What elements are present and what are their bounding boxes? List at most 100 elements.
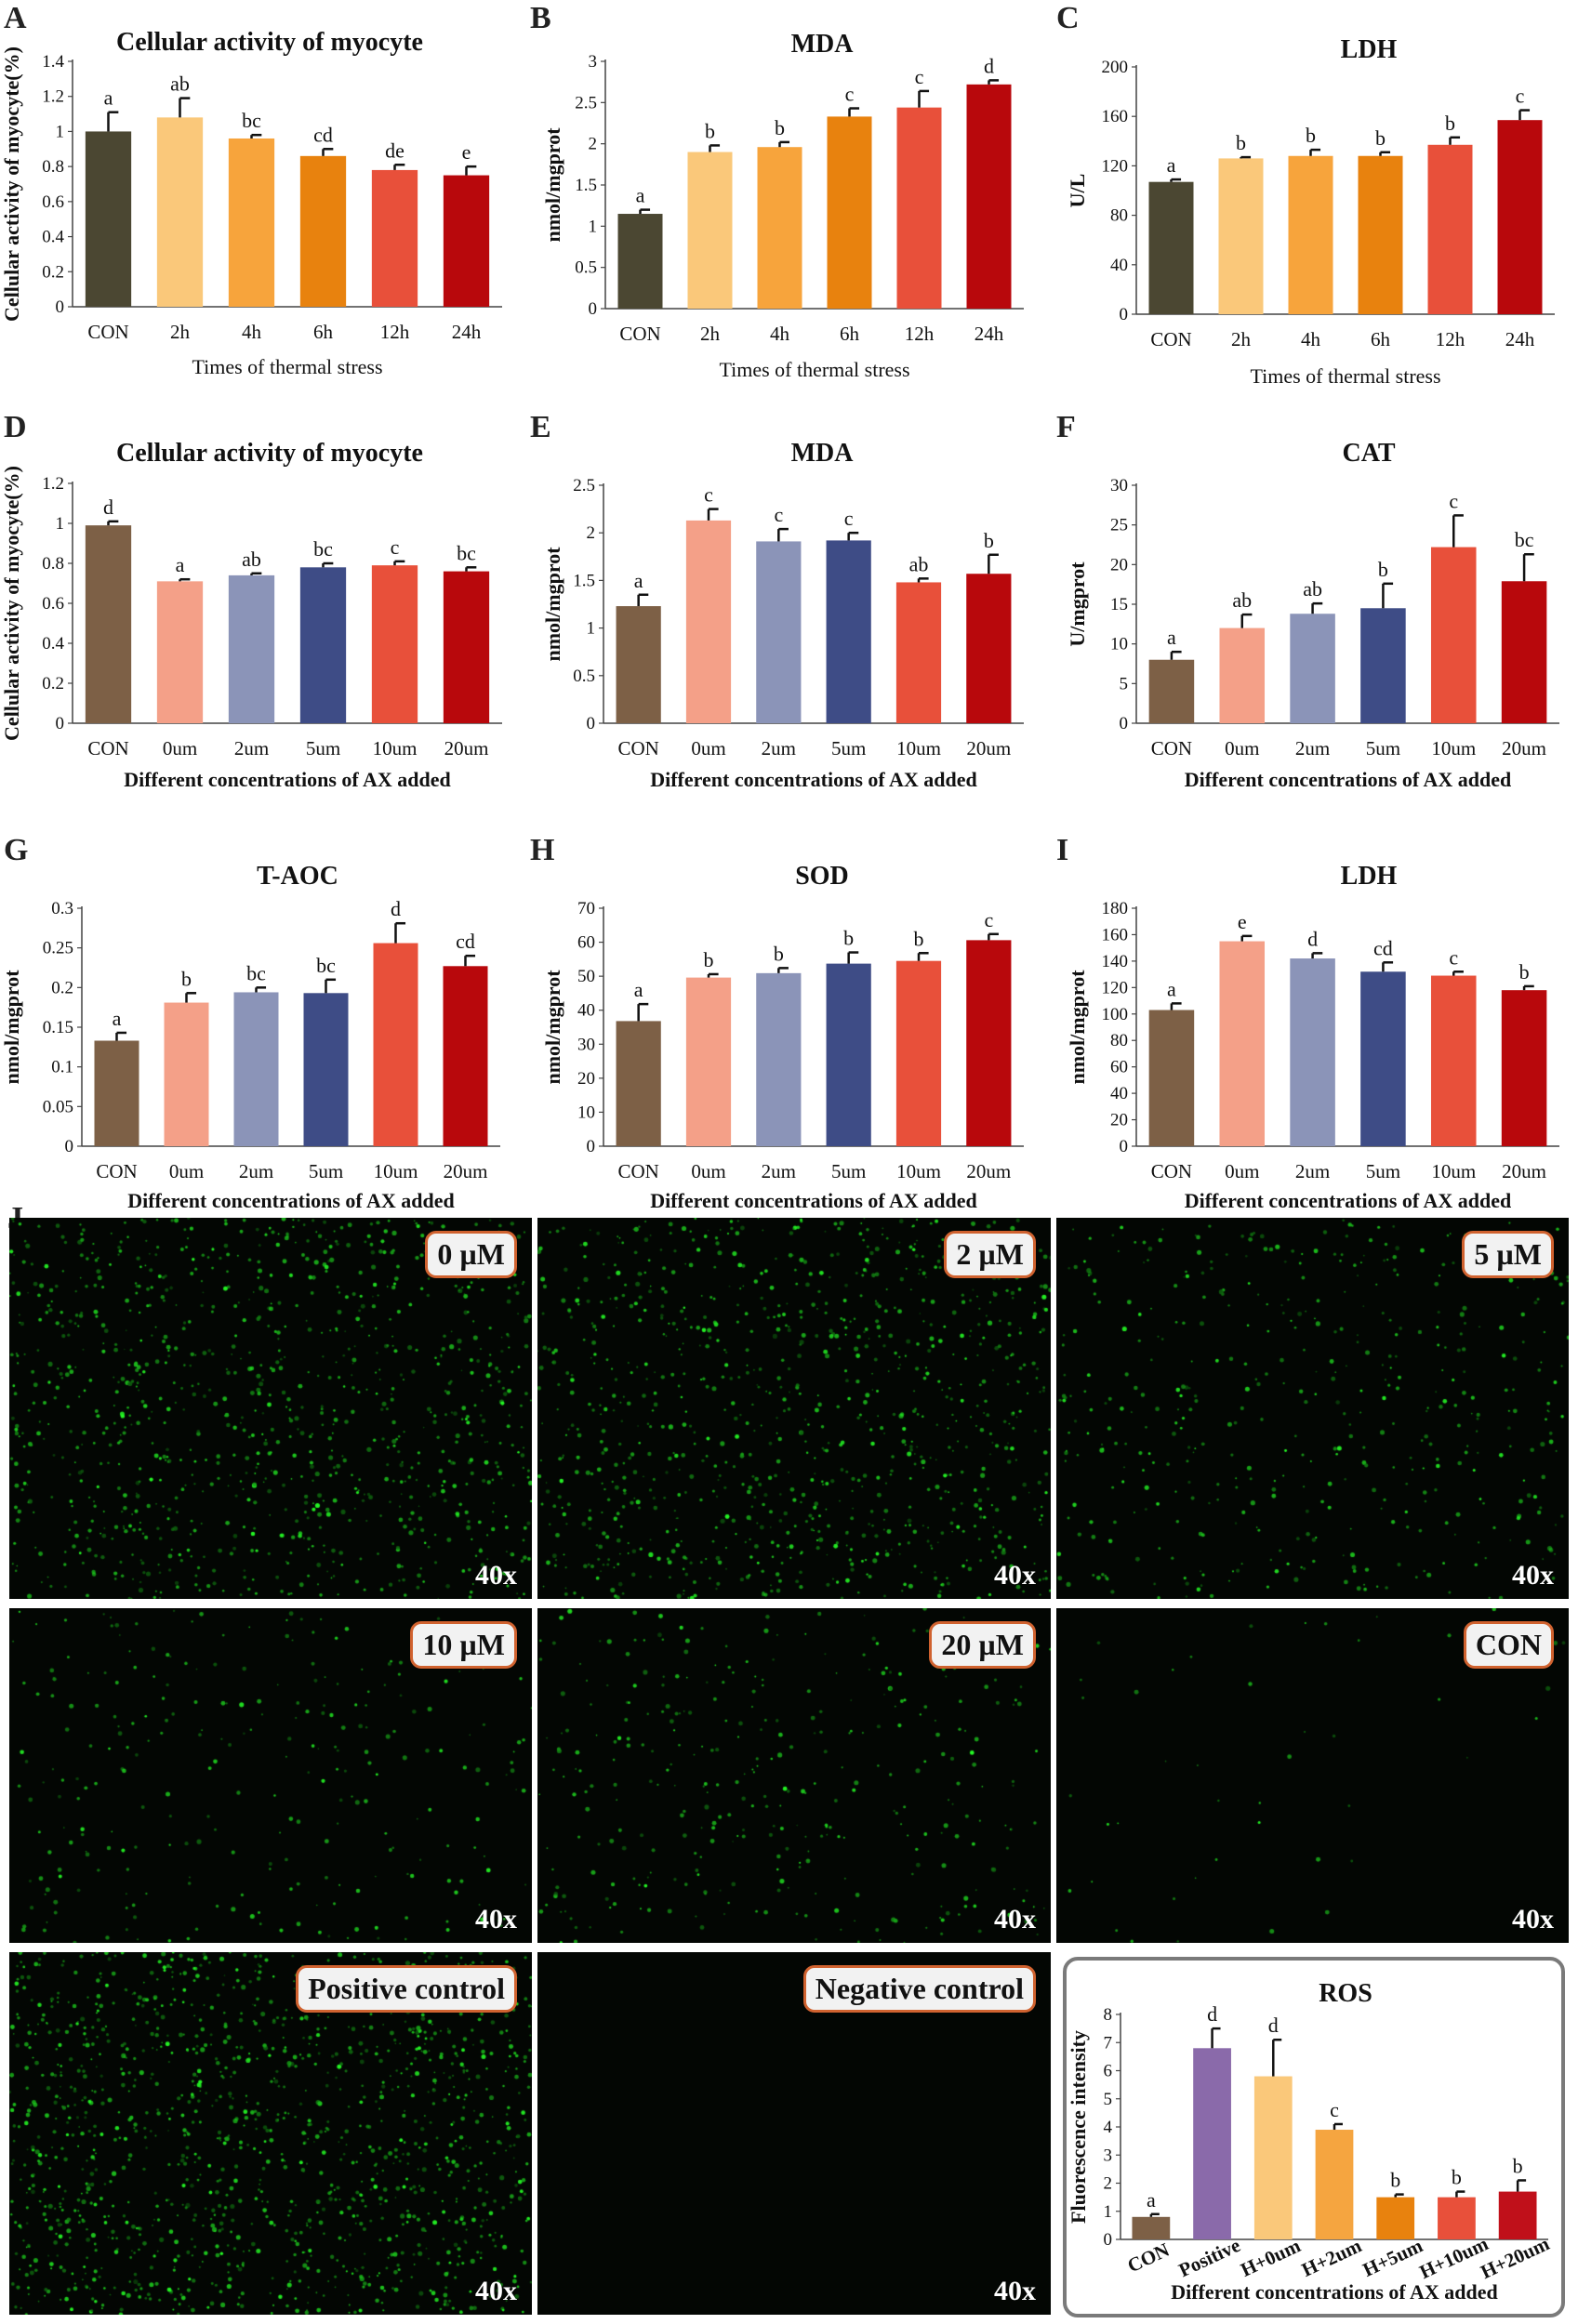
y-tick-label: 25 bbox=[1110, 516, 1128, 535]
x-tick-label: CON bbox=[1151, 737, 1192, 759]
y-tick-label: 70 bbox=[577, 899, 595, 918]
magnification-label: 40x bbox=[1512, 1904, 1554, 1934]
micrograph-10um: 10 µM 40x bbox=[9, 1608, 532, 1943]
bar bbox=[233, 992, 279, 1146]
y-tick-label: 0 bbox=[1104, 2230, 1113, 2250]
micrograph-label: CON bbox=[1463, 1621, 1554, 1669]
significance-label: a bbox=[176, 553, 185, 576]
bar bbox=[1288, 155, 1333, 314]
bar bbox=[1427, 144, 1473, 314]
micrograph-con: CON 40x bbox=[1056, 1608, 1569, 1943]
x-tick-label: 24h bbox=[975, 323, 1004, 345]
significance-label: c bbox=[984, 908, 993, 931]
y-tick-label: 140 bbox=[1102, 952, 1129, 971]
panel-c: C LDH 0 40 80 120 160 200 U/L a CON b 2h b 4h b 6h b 12h c 2… bbox=[1053, 0, 1578, 395]
bar bbox=[1132, 2216, 1171, 2239]
significance-label: b bbox=[704, 948, 714, 971]
bar bbox=[1358, 155, 1403, 314]
x-tick-label: 2h bbox=[700, 323, 721, 345]
bar bbox=[1430, 975, 1477, 1146]
x-tick-label: 2um bbox=[762, 737, 796, 759]
x-tick-label: 2um bbox=[762, 1160, 796, 1182]
x-tick-label: 5um bbox=[831, 1160, 866, 1182]
significance-label: a bbox=[634, 569, 643, 592]
panel-i: I LDH 0 20 40 60 80 100 120 140 160 180 nmol/mgprot a… bbox=[1053, 832, 1578, 1227]
ros-inset: ROS 0 1 2 3 4 5 6 7 8 Fluorescence intensity a CON d P… bbox=[1063, 1957, 1565, 2317]
y-tick-label: 200 bbox=[1102, 58, 1129, 77]
significance-label: cd bbox=[456, 930, 475, 953]
bar bbox=[1148, 1010, 1195, 1146]
chart-i: I LDH 0 20 40 60 80 100 120 140 160 180 nmol/mgprot a… bbox=[1056, 833, 1559, 1212]
y-tick-label: 0.1 bbox=[51, 1058, 73, 1077]
x-tick-label: 2um bbox=[234, 737, 269, 759]
significance-label: bc bbox=[313, 537, 333, 561]
significance-label: c bbox=[704, 483, 713, 507]
micrograph-label: 20 µM bbox=[929, 1621, 1036, 1669]
y-tick-label: 0.4 bbox=[42, 634, 64, 654]
bar bbox=[1438, 2197, 1476, 2239]
bar bbox=[966, 574, 1012, 723]
magnification-label: 40x bbox=[994, 1560, 1036, 1591]
x-tick-label: 5um bbox=[831, 737, 866, 759]
micrograph-20um: 20 µM 40x bbox=[537, 1608, 1051, 1943]
panel-letter: G bbox=[4, 833, 28, 867]
significance-label: d bbox=[1307, 927, 1318, 950]
y-tick-label: 0 bbox=[1120, 1137, 1129, 1156]
panel-a: A Cellular activity of myocyte 0 0.2 0.4 0.6 0… bbox=[0, 0, 526, 395]
x-axis-title: Different concentrations of AX added bbox=[1185, 768, 1512, 791]
x-tick-label: 24h bbox=[1505, 328, 1535, 350]
significance-label: c bbox=[774, 503, 783, 526]
y-tick-label: 0.2 bbox=[42, 262, 64, 282]
panel-letter: A bbox=[4, 1, 27, 35]
y-tick-label: 0.5 bbox=[575, 258, 597, 278]
x-tick-label: 10um bbox=[373, 737, 418, 759]
bar bbox=[1498, 2191, 1537, 2239]
y-tick-label: 180 bbox=[1102, 899, 1129, 918]
x-tick-label: 2um bbox=[1295, 737, 1330, 759]
y-tick-label: 60 bbox=[1110, 1058, 1128, 1077]
bar bbox=[826, 540, 871, 723]
x-tick-label: H+0um bbox=[1237, 2234, 1304, 2281]
bar bbox=[1501, 990, 1547, 1146]
y-tick-label: 0.15 bbox=[43, 1018, 73, 1037]
y-tick-label: 160 bbox=[1102, 107, 1129, 126]
panel-g: G T-AOC 0 0.05 0.1 0.15 0.2 0.25 0.3 nmol/mgprot a… bbox=[0, 832, 526, 1227]
y-axis-title: Cellular activity of myocyte(%) bbox=[0, 46, 23, 322]
significance-label: c bbox=[1449, 489, 1458, 512]
magnification-label: 40x bbox=[994, 1904, 1036, 1934]
chart-title: SOD bbox=[795, 862, 849, 891]
significance-label: d bbox=[391, 897, 401, 920]
x-tick-label: 4h bbox=[1301, 328, 1321, 350]
bar bbox=[1218, 158, 1264, 314]
y-tick-label: 120 bbox=[1102, 978, 1129, 997]
y-tick-label: 1 bbox=[1104, 2202, 1113, 2222]
x-tick-label: 0um bbox=[691, 737, 725, 759]
y-tick-label: 0.2 bbox=[51, 978, 73, 997]
x-tick-label: H+5um bbox=[1359, 2234, 1426, 2281]
bar bbox=[1253, 2076, 1293, 2239]
significance-label: b bbox=[843, 927, 854, 950]
x-tick-label: 20um bbox=[444, 737, 489, 759]
chart-d: D Cellular activity of myocyte 0 0.2 0.4 0.6 0… bbox=[0, 410, 502, 791]
x-tick-label: CON bbox=[96, 1160, 137, 1182]
bar bbox=[228, 574, 275, 723]
y-tick-label: 3 bbox=[1104, 2146, 1113, 2165]
y-tick-label: 20 bbox=[1110, 1111, 1128, 1130]
significance-label: b bbox=[181, 967, 192, 990]
bar bbox=[616, 606, 661, 723]
magnification-label: 40x bbox=[475, 1560, 517, 1591]
panel-letter: B bbox=[530, 1, 551, 35]
significance-label: bc bbox=[246, 961, 266, 984]
bar bbox=[616, 1021, 661, 1146]
y-tick-label: 1.5 bbox=[573, 571, 595, 590]
significance-label: bc bbox=[316, 954, 336, 977]
x-tick-label: 10um bbox=[896, 737, 941, 759]
significance-label: b bbox=[1236, 131, 1246, 154]
x-tick-label: 0um bbox=[163, 737, 197, 759]
y-tick-label: 40 bbox=[577, 1001, 595, 1021]
significance-label: a bbox=[1167, 153, 1176, 177]
bar bbox=[685, 520, 732, 723]
chart-title: Cellular activity of myocyte bbox=[116, 28, 423, 57]
y-tick-label: 0 bbox=[589, 299, 598, 319]
y-tick-label: 1 bbox=[587, 619, 596, 639]
